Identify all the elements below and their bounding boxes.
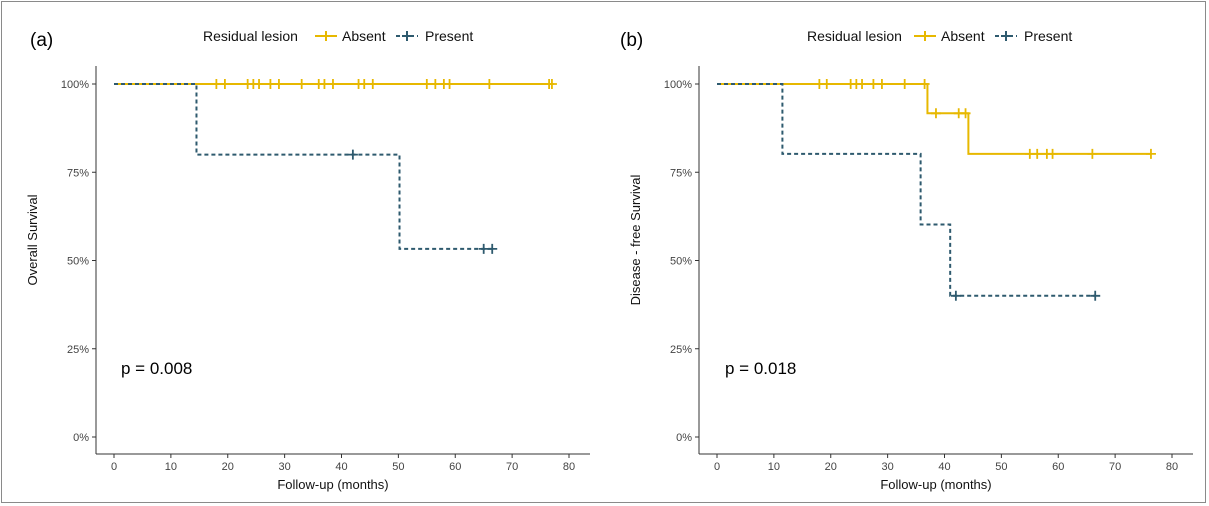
x-tick-label: 60	[449, 461, 461, 473]
censor-mark-absent	[254, 79, 265, 89]
x-tick-label: 20	[222, 461, 234, 473]
survival-curve-present	[717, 83, 1096, 297]
legend-title: Residual lesion	[807, 28, 902, 44]
y-tick-label: 75%	[670, 167, 692, 179]
x-axis-title: Follow-up (months)	[880, 477, 991, 492]
y-tick-label: 0%	[676, 432, 692, 444]
censor-mark-absent	[930, 108, 941, 119]
censor-mark-absent	[919, 79, 930, 89]
censor-mark-absent	[1145, 148, 1156, 159]
panel-label: (a)	[30, 30, 53, 51]
censor-mark-absent	[484, 79, 495, 89]
panel-label: (b)	[620, 30, 643, 51]
x-tick-label: 0	[111, 461, 117, 473]
y-tick-label: 50%	[67, 256, 89, 268]
censor-mark-absent	[430, 79, 441, 89]
censor-mark-absent	[359, 79, 370, 89]
censor-mark-absent	[273, 79, 284, 89]
censor-mark-present	[347, 149, 358, 160]
y-tick-label: 100%	[664, 79, 692, 91]
censor-mark-present	[478, 243, 489, 254]
censor-mark-absent	[868, 79, 879, 89]
p-value-annotation: p = 0.008	[121, 359, 192, 378]
censor-mark-absent	[327, 79, 338, 89]
censor-mark-absent	[296, 79, 307, 89]
x-tick-label: 20	[825, 461, 837, 473]
legend-censor-mark	[402, 31, 412, 41]
censor-mark-present	[950, 290, 961, 301]
y-tick-label: 100%	[61, 79, 89, 91]
x-tick-label: 30	[882, 461, 894, 473]
legend-label-present: Present	[425, 28, 473, 44]
y-tick-label: 0%	[73, 432, 89, 444]
legend-censor-mark	[920, 31, 930, 41]
censor-mark-absent	[444, 79, 455, 89]
x-tick-label: 70	[506, 461, 518, 473]
survival-curve-absent	[717, 83, 1151, 155]
x-tick-label: 70	[1109, 461, 1121, 473]
y-tick-label: 50%	[670, 256, 692, 268]
censor-mark-absent	[899, 79, 910, 89]
x-tick-label: 80	[1166, 461, 1178, 473]
censor-mark-absent	[876, 79, 887, 89]
legend-label-absent: Absent	[342, 28, 386, 44]
censor-mark-absent	[367, 79, 378, 89]
y-tick-label: 25%	[67, 344, 89, 356]
survival-curve-present	[114, 83, 493, 250]
censor-mark-absent	[1047, 148, 1058, 159]
censor-mark-absent	[1087, 148, 1098, 159]
x-tick-label: 30	[279, 461, 291, 473]
x-tick-label: 40	[335, 461, 347, 473]
censor-mark-absent	[319, 79, 330, 89]
y-tick-label: 25%	[670, 344, 692, 356]
y-axis-title: Disease - free Survival	[628, 175, 643, 306]
censor-mark-absent	[960, 108, 971, 119]
legend-label-present: Present	[1024, 28, 1072, 44]
p-value-annotation: p = 0.018	[725, 359, 796, 378]
censor-mark-absent	[219, 79, 230, 89]
censor-mark-present	[1090, 290, 1101, 301]
censor-mark-absent	[546, 79, 557, 89]
censor-mark-absent	[821, 79, 832, 89]
censor-mark-present	[487, 243, 498, 254]
y-tick-label: 75%	[67, 167, 89, 179]
x-axis-title: Follow-up (months)	[277, 477, 388, 492]
x-tick-label: 80	[563, 461, 575, 473]
y-axis-title: Overall Survival	[25, 194, 40, 285]
censor-mark-absent	[211, 79, 222, 89]
x-tick-label: 50	[392, 461, 404, 473]
x-tick-label: 60	[1052, 461, 1064, 473]
legend-title: Residual lesion	[203, 28, 298, 44]
censor-mark-absent	[857, 79, 868, 89]
censor-mark-absent	[1032, 148, 1043, 159]
censor-mark-absent	[265, 79, 276, 89]
x-tick-label: 10	[165, 461, 177, 473]
censor-mark-absent	[421, 79, 432, 89]
legend-censor-mark	[321, 31, 331, 41]
x-tick-label: 0	[714, 461, 720, 473]
x-tick-label: 50	[995, 461, 1007, 473]
x-tick-label: 10	[768, 461, 780, 473]
legend-label-absent: Absent	[941, 28, 985, 44]
legend-censor-mark	[1001, 31, 1011, 41]
x-tick-label: 40	[938, 461, 950, 473]
